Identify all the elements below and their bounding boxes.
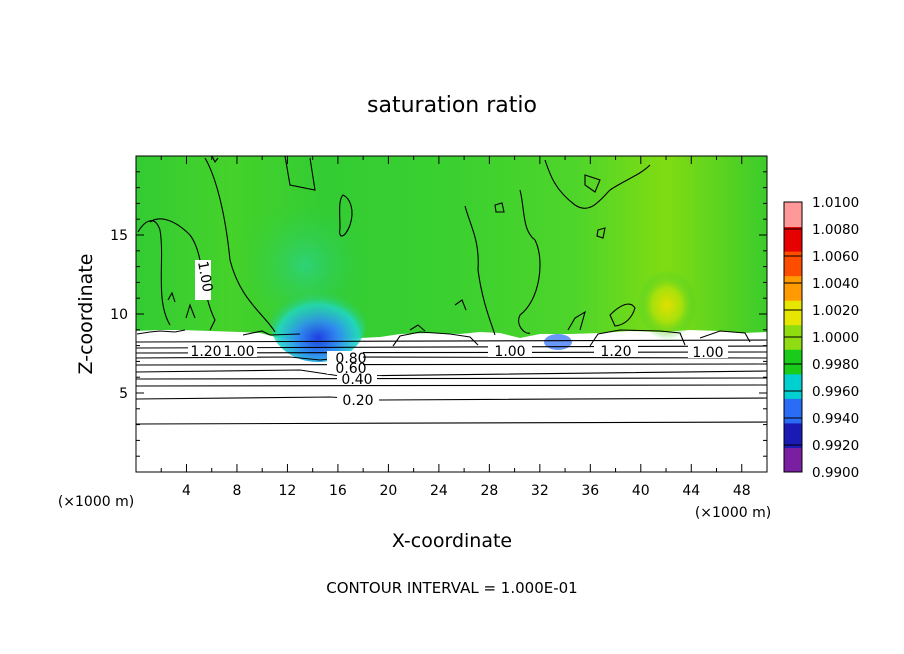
x-tick-label: 4	[182, 483, 191, 499]
colorbar: 1.0100 1.0080 1.0060 1.0040 1.0020 1.0000 0.99…	[783, 195, 859, 481]
x-tick-label: 16	[329, 483, 347, 499]
y-tick-label: 10	[110, 307, 128, 323]
colorbar-swatch	[784, 373, 802, 399]
colorbar-tick-label: 1.0040	[812, 276, 859, 292]
y-axis-label: Z-coordinate	[75, 254, 97, 375]
plot-area: 1.20 1.00 0.80 0.60 0.40 0.20 1.00 1.20 …	[135, 155, 768, 473]
colorbar-tick-label: 1.0000	[812, 330, 859, 346]
y-tick-label: 15	[110, 228, 128, 244]
colorbar-tick-label: 0.9920	[812, 438, 859, 454]
colorbar-swatch	[784, 226, 802, 252]
colorbar-tick-label: 0.9940	[812, 411, 859, 427]
colorbar-swatch	[784, 275, 802, 301]
colorbar-tick-label: 1.0060	[812, 249, 859, 265]
contour-labels: 1.20 1.00 0.80 0.60 0.40 0.20 1.00 1.20 …	[190, 260, 723, 409]
y-tick-label: 5	[119, 386, 128, 402]
x-axis-unit-left: (×1000 m)	[58, 494, 134, 510]
contour-label: 1.00	[194, 260, 215, 293]
colorbar-swatch	[784, 300, 802, 326]
colorbar-swatch	[784, 422, 802, 448]
contour-interval-footer: CONTOUR INTERVAL = 1.000E-01	[326, 579, 577, 597]
x-tick-label: 28	[480, 483, 498, 499]
contour-label: 0.80	[335, 351, 366, 367]
contour-label: 0.60	[335, 361, 366, 377]
x-tick-label: 32	[531, 483, 549, 499]
x-tick-label: 8	[232, 483, 241, 499]
x-tick-label: 20	[379, 483, 397, 499]
colorbar-tick-label: 1.0100	[812, 195, 859, 211]
colorbar-swatch	[784, 349, 802, 375]
colorbar-tick-label: 0.9900	[812, 465, 859, 481]
x-axis-label: X-coordinate	[392, 530, 512, 552]
contour-label: 0.40	[341, 372, 372, 388]
colorbar-swatch	[784, 202, 802, 228]
contour-label: 1.20	[190, 344, 221, 360]
contour-lines	[135, 155, 768, 425]
contour-label: 1.00	[494, 344, 525, 360]
contour-label: 1.00	[223, 344, 254, 360]
colorbar-tick-label: 0.9960	[812, 384, 859, 400]
colorbar-tick-label: 0.9980	[812, 357, 859, 373]
x-tick-label: 24	[430, 483, 448, 499]
contour-label: 1.00	[692, 345, 723, 361]
colorbar-tick-label: 1.0080	[812, 222, 859, 238]
chart-title: saturation ratio	[367, 93, 537, 118]
colorbar-swatch	[784, 398, 802, 424]
colorbar-swatch	[784, 447, 802, 473]
x-tick-label: 48	[733, 483, 751, 499]
moist-anomaly-cyan	[235, 195, 375, 335]
colorbar-swatch	[784, 251, 802, 277]
x-tick-label: 12	[279, 483, 297, 499]
colorbar-tick-label: 1.0020	[812, 303, 859, 319]
moist-anomaly-small	[544, 334, 572, 350]
contour-label: 1.20	[600, 344, 631, 360]
contour-label-backgrounds	[188, 260, 728, 406]
x-tick-label: 40	[632, 483, 650, 499]
contour-label: 0.20	[342, 393, 373, 409]
x-tick-label: 44	[682, 483, 700, 499]
warm-spot-yellow	[637, 270, 697, 340]
x-axis-unit-right: (×1000 m)	[695, 505, 771, 521]
x-tick-label: 36	[581, 483, 599, 499]
